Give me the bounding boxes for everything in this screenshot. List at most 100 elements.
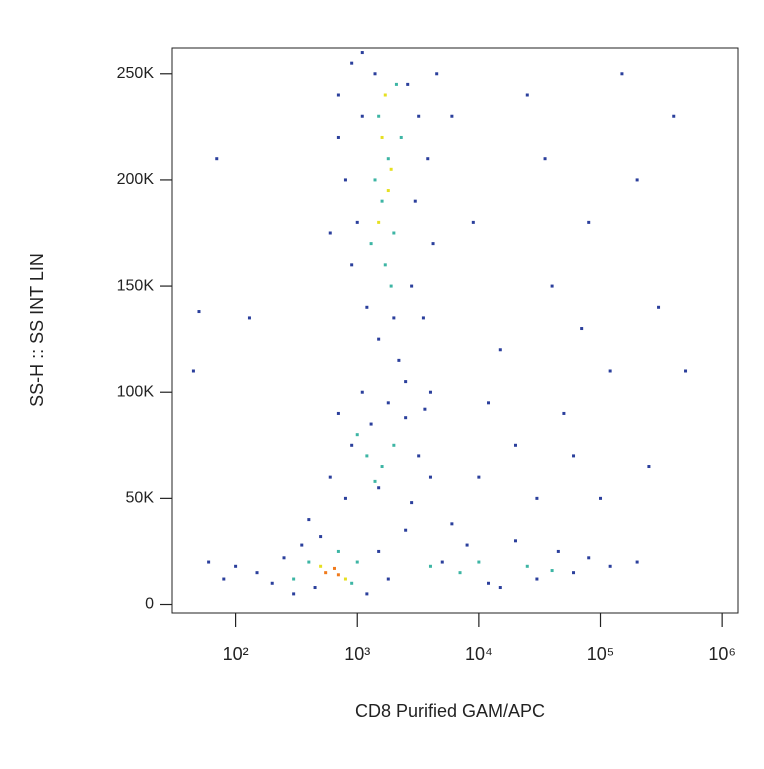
point [355,560,359,564]
point [377,486,381,490]
point [647,465,651,469]
point [360,390,364,394]
x-tick-label: 10⁵ [587,644,614,664]
point [465,543,469,547]
point [328,231,332,235]
point [599,496,603,500]
x-tick-label: 10³ [344,644,370,664]
point [343,178,347,182]
point [620,72,624,76]
point [672,114,676,118]
point [377,114,381,118]
point [498,348,502,352]
y-tick-label: 150K [117,277,155,294]
point [392,316,396,320]
point [450,522,454,526]
point [608,564,612,568]
point [572,571,576,575]
point [587,556,591,560]
point [307,518,311,522]
point [365,592,369,596]
point [313,586,317,590]
point [404,380,408,384]
point [404,416,408,420]
point [207,560,211,564]
point [386,157,390,161]
point [426,157,430,161]
point [336,549,340,553]
point [513,539,517,543]
point [513,443,517,447]
point [580,327,584,331]
point [191,369,195,373]
point [404,528,408,532]
x-tick-label: 10⁴ [465,644,493,664]
point [255,571,259,575]
point [535,577,539,581]
point [397,358,401,362]
point [377,220,381,224]
point [498,586,502,590]
point [343,496,347,500]
point [389,167,393,171]
point [355,433,359,437]
point [458,571,462,575]
point [440,560,444,564]
point [572,454,576,458]
point [635,560,639,564]
point [487,581,491,585]
point [535,496,539,500]
point [215,157,219,161]
point [328,475,332,479]
point [380,135,384,139]
point [380,199,384,203]
point [525,564,529,568]
point [373,479,377,483]
point [319,535,323,539]
point [360,114,364,118]
point [292,592,296,596]
point [355,220,359,224]
point [399,135,403,139]
point [324,571,328,575]
point [423,407,427,411]
point [410,501,414,505]
point [369,422,373,426]
point [431,242,435,246]
point [406,82,410,86]
point [392,443,396,447]
point [383,93,387,97]
point [477,560,481,564]
point [360,51,364,55]
point [550,284,554,288]
point [336,93,340,97]
point [336,411,340,415]
y-tick-label: 50K [126,490,155,507]
point [417,454,421,458]
point [377,549,381,553]
point [684,369,688,373]
point [421,316,425,320]
point [332,566,336,570]
point [550,569,554,573]
point [471,220,475,224]
point [336,135,340,139]
point [377,337,381,341]
x-tick-label: 10² [223,644,249,664]
point [450,114,454,118]
point [525,93,529,97]
plot-frame [171,47,739,614]
point [222,577,226,581]
point [365,305,369,309]
point [270,581,274,585]
x-axis-label: CD8 Purified GAM/APC [355,701,545,721]
y-tick-label: 200K [117,171,155,188]
point [307,560,311,564]
point [292,577,296,581]
point [300,543,304,547]
point [247,316,251,320]
point [282,556,286,560]
point [487,401,491,405]
x-tick-label: 10⁶ [708,644,735,664]
